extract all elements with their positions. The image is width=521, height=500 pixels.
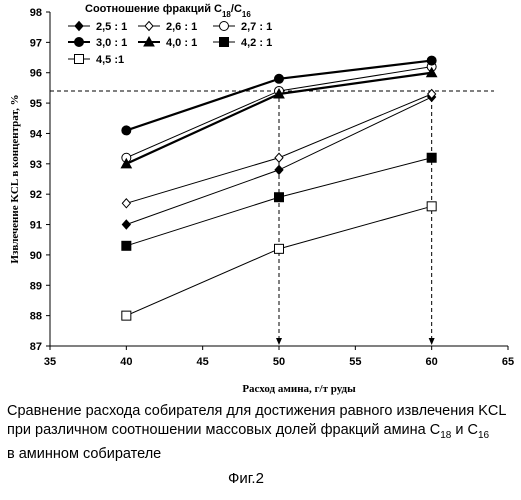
legend-label: 4,5 :1 <box>96 54 124 66</box>
x-axis-title: Расход амина, г/т руды <box>242 383 356 395</box>
y-axis-title: Извлечение KCL в концентрат, % <box>9 94 21 263</box>
legend-entry: 3,0 : 1 <box>68 37 127 49</box>
legend-label: 2,7 : 1 <box>241 21 272 33</box>
y-tick-label: 96 <box>30 68 42 80</box>
y-tick-label: 97 <box>30 37 42 49</box>
chart-axes: 87 88 89 90 91 92 93 94 95 96 97 98 35 40 45 50 55 60 65 Ра… <box>9 7 514 395</box>
y-tick-label: 93 <box>30 159 42 171</box>
data-point <box>122 126 131 135</box>
legend-label: 4,0 : 1 <box>166 37 197 49</box>
data-point <box>427 153 436 162</box>
y-tick-label: 89 <box>30 280 42 292</box>
legend-label: 2,6 : 1 <box>166 21 197 33</box>
data-point <box>275 193 284 202</box>
data-point <box>275 165 283 174</box>
legend: Соотношение фракций C18/C16 2,5 : 1 2,6 : … <box>68 3 272 66</box>
legend-entry: 4,0 : 1 <box>138 37 197 49</box>
legend-entry: 4,2 : 1 <box>213 37 272 49</box>
y-tick-label: 92 <box>30 189 42 201</box>
legend-marker <box>75 38 84 47</box>
legend-title: Соотношение фракций C18/C16 <box>85 3 251 19</box>
y-tick-label: 98 <box>30 7 42 19</box>
data-point <box>275 244 284 253</box>
reference-arrow <box>429 338 435 345</box>
data-point <box>427 56 436 65</box>
data-point <box>122 311 131 320</box>
figure-caption: Сравнение расхода собирателя для достиже… <box>7 402 517 464</box>
legend-label: 2,5 : 1 <box>96 21 127 33</box>
x-tick-label: 35 <box>44 356 56 368</box>
figure-label: Фиг.2 <box>228 470 264 487</box>
legend-entry: 2,7 : 1 <box>213 21 272 33</box>
legend-marker <box>145 22 153 31</box>
y-tick-label: 94 <box>30 128 43 140</box>
y-tick-label: 87 <box>30 341 42 353</box>
legend-label: 3,0 : 1 <box>96 37 127 49</box>
chart: 87 88 89 90 91 92 93 94 95 96 97 98 35 40 45 50 55 60 65 Ра… <box>0 0 521 400</box>
y-tick-label: 91 <box>30 220 42 232</box>
reference-lines <box>50 91 494 345</box>
legend-label: 4,2 : 1 <box>241 37 272 49</box>
data-point <box>122 241 131 250</box>
y-tick-label: 90 <box>30 250 42 262</box>
caption-line-3: в аминном собирателе <box>7 445 517 464</box>
legend-entry: 2,5 : 1 <box>68 21 127 33</box>
x-tick-label: 50 <box>273 356 285 368</box>
legend-entry: 4,5 :1 <box>68 54 124 66</box>
reference-arrow <box>276 338 282 345</box>
legend-entry: 2,6 : 1 <box>138 21 197 33</box>
legend-marker <box>75 55 84 64</box>
x-tick-label: 45 <box>197 356 209 368</box>
legend-marker <box>220 38 229 47</box>
data-point <box>275 153 283 162</box>
legend-marker <box>220 22 229 31</box>
x-tick-label: 55 <box>349 356 361 368</box>
y-tick-label: 88 <box>30 311 42 323</box>
data-point <box>122 220 130 229</box>
x-tick-label: 40 <box>120 356 132 368</box>
x-tick-label: 60 <box>426 356 438 368</box>
data-point <box>122 199 130 208</box>
y-tick-label: 95 <box>30 98 42 110</box>
caption-line-1: Сравнение расхода собирателя для достиже… <box>7 402 517 421</box>
caption-line-2: при различном соотношении массовых долей… <box>7 421 517 445</box>
x-tick-label: 65 <box>502 356 514 368</box>
data-point <box>275 74 284 83</box>
legend-marker <box>75 22 83 31</box>
data-point <box>427 202 436 211</box>
